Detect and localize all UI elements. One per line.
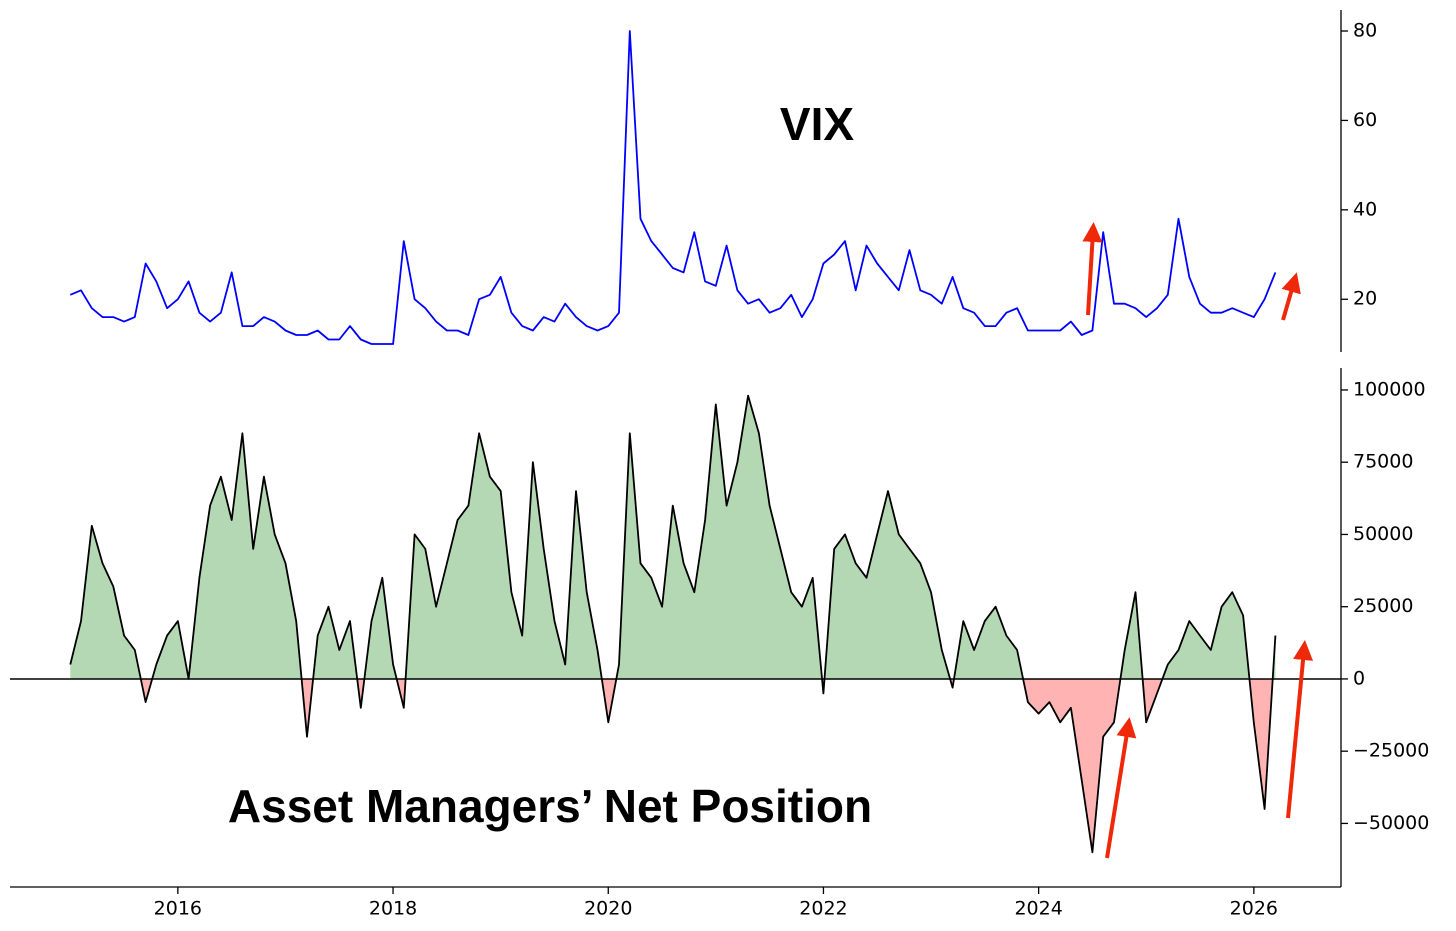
- y-tick-label: 0: [1353, 667, 1365, 689]
- x-tick-label: 2024: [1014, 898, 1062, 920]
- x-tick-label: 2018: [369, 898, 417, 920]
- y-tick-label: 60: [1353, 109, 1377, 131]
- y-tick-label: 25000: [1353, 595, 1413, 617]
- arrows: [1082, 222, 1314, 859]
- y-tick-label: −25000: [1353, 740, 1429, 762]
- y-tick-label: −50000: [1353, 812, 1429, 834]
- y-tick-label: 75000: [1353, 451, 1413, 473]
- area-negative: [70, 678, 1276, 853]
- y-tick-label: 80: [1353, 20, 1377, 42]
- x-tick-label: 2022: [799, 898, 847, 920]
- area-positive: [70, 395, 1276, 679]
- arrow: [1105, 717, 1137, 859]
- annotation: VIX: [780, 98, 854, 150]
- line: [69, 394, 1277, 854]
- x-tick-label: 2026: [1230, 898, 1278, 920]
- y-tick-label: 20: [1353, 288, 1377, 310]
- y-tick-label: 100000: [1353, 378, 1426, 400]
- y-tick-label: 50000: [1353, 523, 1413, 545]
- arrow: [1281, 272, 1301, 321]
- x-tick-label: 2020: [584, 898, 632, 920]
- arrow: [1286, 640, 1314, 819]
- line: [69, 30, 1277, 345]
- y-tick-label: 40: [1353, 198, 1377, 220]
- x-tick-label: 2016: [154, 898, 202, 920]
- annotation: Asset Managers’ Net Position: [228, 780, 872, 832]
- arrow: [1082, 222, 1103, 316]
